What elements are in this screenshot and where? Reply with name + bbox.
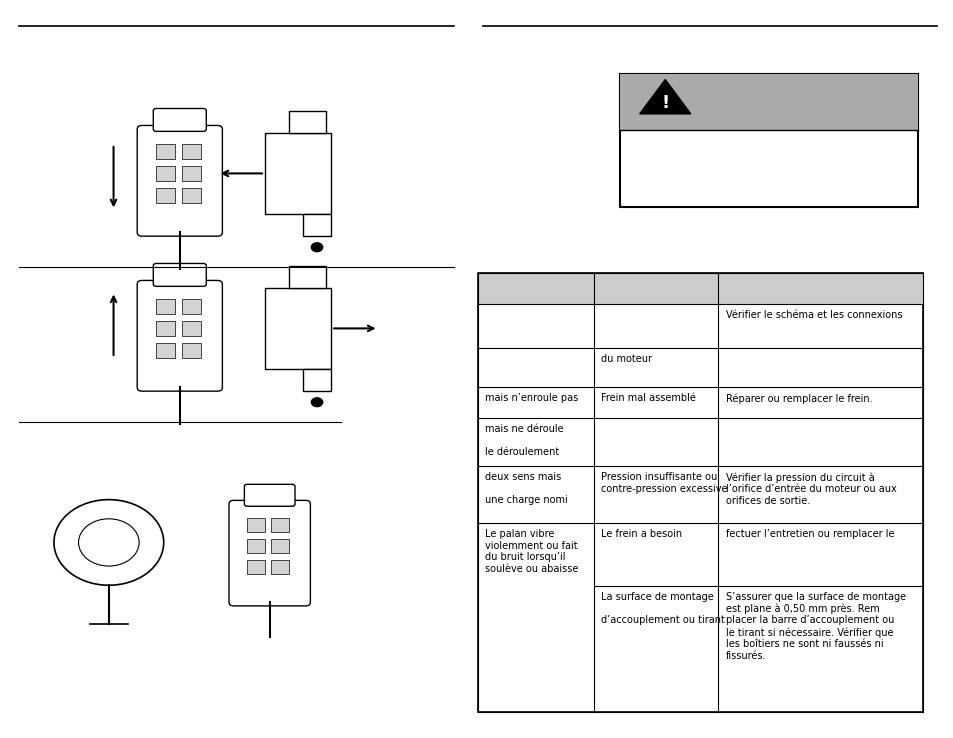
Text: Réparer ou remplacer le frein.: Réparer ou remplacer le frein. <box>725 393 871 404</box>
FancyBboxPatch shape <box>137 280 222 391</box>
Text: Le palan vibre
violemment ou fait
du bruit lorsqu’il
soulève ou abaisse: Le palan vibre violemment ou fait du bru… <box>485 529 578 574</box>
Bar <box>272 518 289 532</box>
Bar <box>289 266 326 288</box>
Bar <box>181 321 200 336</box>
FancyBboxPatch shape <box>244 484 294 506</box>
Bar <box>302 369 331 391</box>
Bar <box>156 343 175 358</box>
Bar <box>156 188 175 203</box>
Text: deux sens mais

une charge nomi: deux sens mais une charge nomi <box>485 472 568 506</box>
Text: !: ! <box>660 94 669 112</box>
Bar <box>181 299 200 314</box>
Bar <box>619 74 917 130</box>
Bar <box>477 273 922 304</box>
Bar <box>265 288 331 369</box>
Bar <box>265 133 331 214</box>
Bar <box>181 144 200 159</box>
Text: S’assurer que la surface de montage
est plane à 0,50 mm près. Rem
placer la barr: S’assurer que la surface de montage est … <box>725 592 904 661</box>
Bar <box>156 321 175 336</box>
FancyBboxPatch shape <box>153 263 206 286</box>
Bar <box>247 518 265 532</box>
Bar <box>156 166 175 181</box>
Bar <box>477 273 922 712</box>
Text: du moteur: du moteur <box>600 354 652 364</box>
FancyBboxPatch shape <box>229 500 310 606</box>
Text: Le frein a besoin: Le frein a besoin <box>600 529 681 539</box>
Polygon shape <box>639 80 690 114</box>
Text: Vérifier la pression du circuit à
l’orifice d’entrée du moteur ou aux
orifices d: Vérifier la pression du circuit à l’orif… <box>725 472 896 506</box>
Bar <box>302 214 331 236</box>
Text: Vérifier le schéma et les connexions: Vérifier le schéma et les connexions <box>725 310 902 320</box>
Bar <box>156 144 175 159</box>
Circle shape <box>54 500 164 585</box>
Bar <box>272 560 289 574</box>
FancyBboxPatch shape <box>137 125 222 236</box>
Text: mais n’enroule pas: mais n’enroule pas <box>485 393 578 403</box>
Bar <box>247 560 265 574</box>
FancyBboxPatch shape <box>153 108 206 131</box>
Bar <box>181 166 200 181</box>
Text: Frein mal assemblé: Frein mal assemblé <box>600 393 696 403</box>
Text: fectuer l’entretien ou remplacer le: fectuer l’entretien ou remplacer le <box>725 529 893 539</box>
Bar <box>619 74 917 207</box>
Circle shape <box>311 398 322 407</box>
Circle shape <box>311 243 322 252</box>
Text: mais ne déroule

le déroulement: mais ne déroule le déroulement <box>485 424 563 457</box>
Bar <box>247 539 265 554</box>
Text: Pression insuffisante ou
contre-pression excessive: Pression insuffisante ou contre-pression… <box>600 472 727 494</box>
Text: La surface de montage

d’accouplement ou tirant: La surface de montage d’accouplement ou … <box>600 592 724 625</box>
Bar <box>156 299 175 314</box>
Bar <box>272 539 289 554</box>
Bar <box>181 343 200 358</box>
Bar <box>289 111 326 133</box>
Circle shape <box>78 519 139 566</box>
Bar <box>181 188 200 203</box>
